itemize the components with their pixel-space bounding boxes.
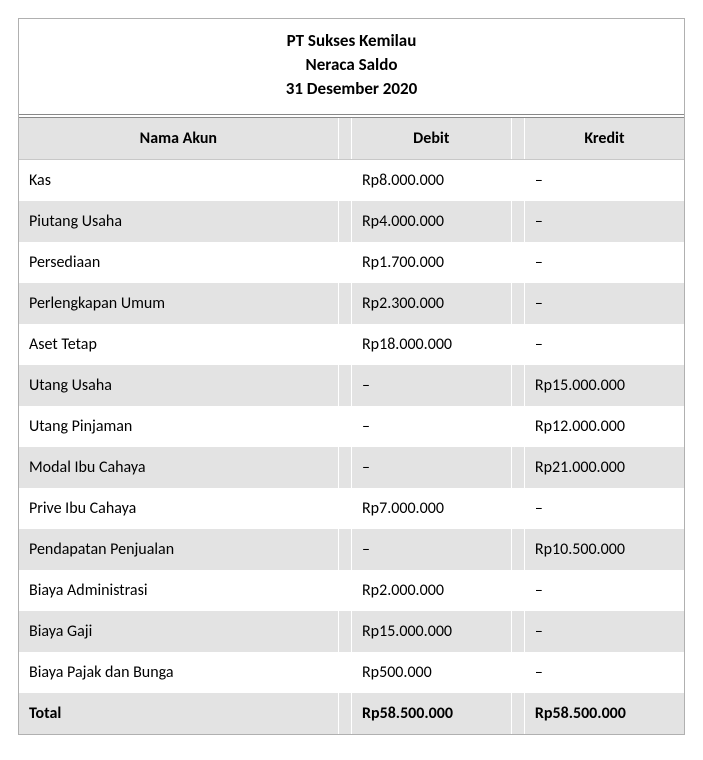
cell-gap [338,570,351,611]
total-gap [511,693,524,734]
cell-gap [511,447,524,488]
cell-gap [338,201,351,242]
cell-name: Piutang Usaha [19,201,338,242]
cell-gap [338,160,351,202]
cell-debit: Rp8.000.000 [351,160,511,202]
cell-gap [338,652,351,693]
table-row: Biaya Pajak dan Bunga Rp500.000– [19,652,684,693]
cell-kredit: – [524,570,684,611]
cell-kredit: – [524,488,684,529]
cell-gap [338,447,351,488]
cell-gap [511,406,524,447]
cell-debit: Rp4.000.000 [351,201,511,242]
cell-debit: – [351,447,511,488]
total-kredit: Rp58.500.000 [524,693,684,734]
cell-name: Biaya Gaji [19,611,338,652]
col-debit: Debit [351,118,511,160]
cell-gap [511,324,524,365]
col-kredit: Kredit [524,118,684,160]
table-row: Biaya Gaji Rp15.000.000– [19,611,684,652]
cell-kredit: – [524,201,684,242]
cell-gap [511,283,524,324]
table-row: Utang Usaha–Rp15.000.000 [19,365,684,406]
table-row: Modal Ibu Cahaya–Rp21.000.000 [19,447,684,488]
trial-balance-document: PT Sukses Kemilau Neraca Saldo 31 Desemb… [18,18,685,735]
cell-gap [338,324,351,365]
total-debit: Rp58.500.000 [351,693,511,734]
cell-kredit: Rp10.500.000 [524,529,684,570]
cell-kredit: – [524,324,684,365]
cell-debit: Rp15.000.000 [351,611,511,652]
report-title: Neraca Saldo [27,53,676,77]
cell-name: Perlengkapan Umum [19,283,338,324]
cell-name: Aset Tetap [19,324,338,365]
company-name: PT Sukses Kemilau [27,29,676,53]
cell-gap [511,652,524,693]
table-row: Pendapatan Penjualan–Rp10.500.000 [19,529,684,570]
cell-kredit: – [524,242,684,283]
document-header: PT Sukses Kemilau Neraca Saldo 31 Desemb… [19,19,684,118]
table-header-row: Nama Akun Debit Kredit [19,118,684,160]
cell-gap [338,488,351,529]
cell-gap [338,283,351,324]
table-row: Biaya Administrasi Rp2.000.000– [19,570,684,611]
cell-kredit: – [524,283,684,324]
cell-name: Kas [19,160,338,202]
total-row: Total Rp58.500.000 Rp58.500.000 [19,693,684,734]
cell-gap [338,611,351,652]
table-row: Persediaan Rp1.700.000– [19,242,684,283]
cell-gap [511,365,524,406]
cell-debit: Rp500.000 [351,652,511,693]
cell-debit: Rp18.000.000 [351,324,511,365]
cell-kredit: Rp21.000.000 [524,447,684,488]
cell-gap [511,201,524,242]
cell-gap [511,529,524,570]
table-row: Prive Ibu Cahaya Rp7.000.000– [19,488,684,529]
cell-kredit: – [524,611,684,652]
total-gap [338,693,351,734]
cell-name: Prive Ibu Cahaya [19,488,338,529]
cell-gap [511,611,524,652]
cell-kredit: Rp15.000.000 [524,365,684,406]
table-row: Utang Pinjaman–Rp12.000.000 [19,406,684,447]
cell-debit: – [351,406,511,447]
cell-gap [511,160,524,202]
cell-gap [511,570,524,611]
cell-debit: Rp1.700.000 [351,242,511,283]
cell-gap [338,242,351,283]
col-gap [511,118,524,160]
table-row: Perlengkapan Umum Rp2.300.000– [19,283,684,324]
cell-name: Biaya Pajak dan Bunga [19,652,338,693]
cell-kredit: – [524,160,684,202]
cell-gap [338,365,351,406]
cell-debit: Rp7.000.000 [351,488,511,529]
table-row: Kas Rp8.000.000– [19,160,684,202]
cell-debit: – [351,365,511,406]
report-date: 31 Desember 2020 [27,77,676,101]
cell-name: Utang Pinjaman [19,406,338,447]
cell-kredit: – [524,652,684,693]
cell-gap [511,488,524,529]
cell-name: Persediaan [19,242,338,283]
cell-gap [511,242,524,283]
cell-name: Biaya Administrasi [19,570,338,611]
cell-kredit: Rp12.000.000 [524,406,684,447]
cell-gap [338,406,351,447]
cell-name: Pendapatan Penjualan [19,529,338,570]
cell-debit: – [351,529,511,570]
col-gap [338,118,351,160]
cell-debit: Rp2.000.000 [351,570,511,611]
table-row: Aset Tetap Rp18.000.000– [19,324,684,365]
cell-name: Modal Ibu Cahaya [19,447,338,488]
cell-gap [338,529,351,570]
cell-debit: Rp2.300.000 [351,283,511,324]
trial-balance-table: Nama Akun Debit Kredit KasRp8.000.000–Pi… [19,118,684,734]
table-row: Piutang Usaha Rp4.000.000– [19,201,684,242]
cell-name: Utang Usaha [19,365,338,406]
total-label: Total [19,693,338,734]
col-name: Nama Akun [19,118,338,160]
